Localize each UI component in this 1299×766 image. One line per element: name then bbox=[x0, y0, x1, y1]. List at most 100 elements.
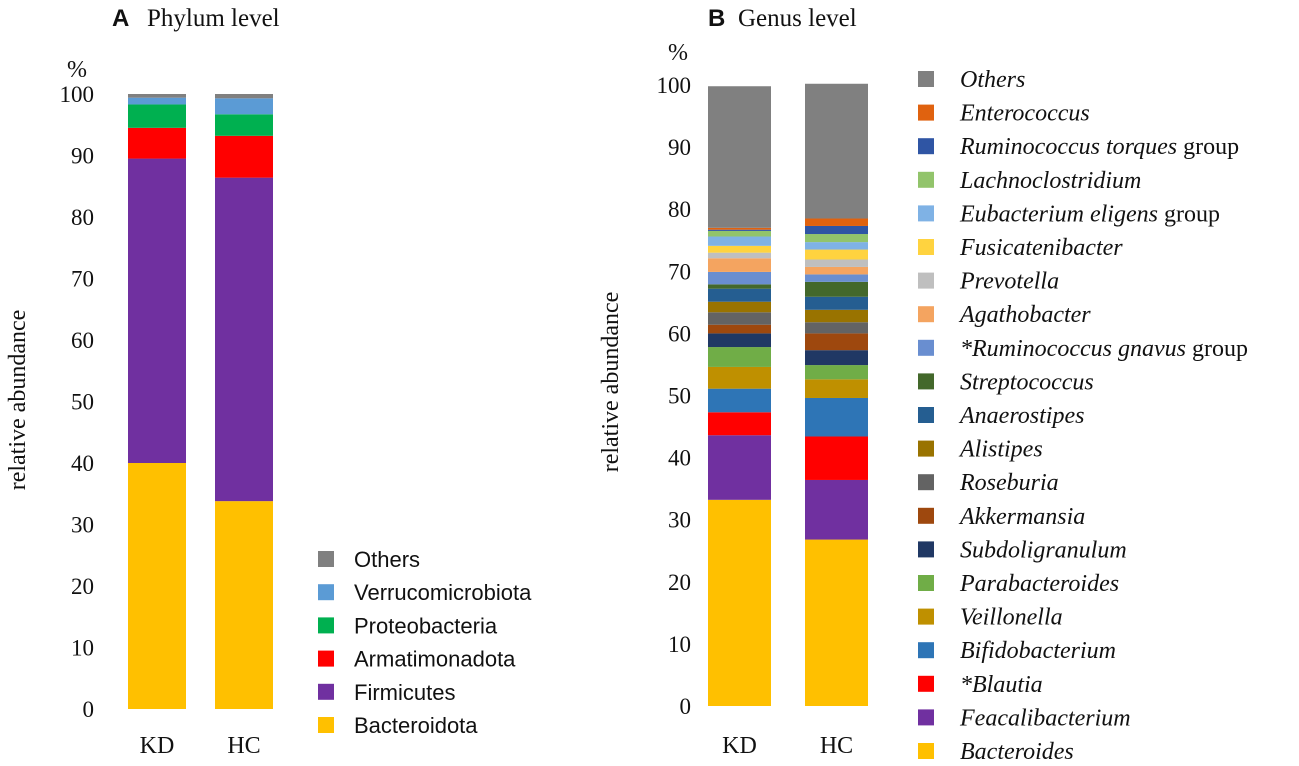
legend-item-roseburia: Roseburia bbox=[918, 470, 1059, 496]
bar-segment-hc-feacalibacterium bbox=[805, 479, 868, 540]
legend-item-verrucomicrobiota: Verrucomicrobiota bbox=[318, 580, 532, 605]
legend-name: Ruminococcus torques bbox=[959, 134, 1177, 160]
bar-segment-kd-bacteroidota bbox=[128, 463, 186, 709]
bar-segment-kd-subdoligranulum bbox=[708, 333, 771, 348]
legend-swatch-proteobacteria bbox=[318, 617, 334, 634]
legend-label-armatimonadota: Armatimonadota bbox=[354, 647, 516, 672]
y-tick-label: 40 bbox=[71, 451, 94, 476]
legend-label-roseburia: Roseburia bbox=[959, 470, 1059, 496]
legend-swatch-eubacterium-eligens bbox=[918, 205, 934, 222]
y-tick-label: 20 bbox=[668, 570, 691, 595]
legend-name: Bacteroidota bbox=[354, 713, 478, 738]
legend-label-blautia: *Blautia bbox=[960, 672, 1043, 698]
legend-label-streptococcus: Streptococcus bbox=[960, 369, 1094, 395]
legend-item-ruminococcus-gnavus: *Ruminococcus gnavus group bbox=[918, 336, 1248, 362]
legend-swatch-subdoligranulum bbox=[918, 541, 934, 558]
bar-segment-hc-agathobacter bbox=[805, 266, 868, 275]
legend-name: *Blautia bbox=[960, 672, 1043, 698]
legend-label-lachnoclostridium: Lachnoclostridium bbox=[959, 168, 1141, 194]
legend-item-anaerostipes: Anaerostipes bbox=[918, 403, 1084, 429]
legend-label-parabacteroides: Parabacteroides bbox=[959, 571, 1119, 597]
legend-name: Alistipes bbox=[958, 437, 1043, 463]
bar-segment-hc-roseburia bbox=[805, 322, 868, 334]
legend-label-ruminococcus-gnavus: *Ruminococcus gnavus group bbox=[960, 336, 1248, 362]
panel-b-letter: B bbox=[708, 5, 725, 32]
bar-segment-hc-prevotella bbox=[805, 259, 868, 267]
legend-name: Others bbox=[354, 547, 420, 572]
legend-swatch-veillonella bbox=[918, 608, 934, 625]
legend-item-akkermansia: Akkermansia bbox=[918, 504, 1085, 530]
y-tick-label: 10 bbox=[71, 636, 94, 661]
legend-item-blautia: *Blautia bbox=[918, 672, 1043, 698]
bar-segment-kd-alistipes bbox=[708, 301, 771, 313]
panel-b-x-ticks: KD HC bbox=[722, 733, 853, 759]
legend-label-veillonella: Veillonella bbox=[960, 605, 1063, 631]
bar-segment-hc-proteobacteria bbox=[215, 114, 273, 136]
bar-segment-kd-proteobacteria bbox=[128, 104, 186, 128]
legend-swatch-ruminococcus-gnavus bbox=[918, 339, 934, 356]
legend-item-others: Others bbox=[918, 67, 1025, 93]
bar-segment-kd-eubacterium-eligens bbox=[708, 236, 771, 246]
legend-name: Subdoligranulum bbox=[960, 537, 1127, 563]
bar-segment-hc-fusicatenibacter bbox=[805, 249, 868, 260]
legend-item-alistipes: Alistipes bbox=[918, 437, 1043, 463]
legend-swatch-others bbox=[918, 71, 934, 87]
legend-name: Parabacteroides bbox=[959, 571, 1119, 597]
legend-name: Feacalibacterium bbox=[959, 705, 1131, 731]
legend-suffix: group bbox=[1158, 201, 1220, 227]
y-tick-label: 80 bbox=[71, 205, 94, 230]
bar-segment-hc-blautia bbox=[805, 436, 868, 480]
bar-segment-kd-others bbox=[128, 94, 186, 98]
legend-label-akkermansia: Akkermansia bbox=[958, 504, 1085, 530]
bar-segment-kd-prevotella bbox=[708, 252, 771, 259]
legend-name: Eubacterium eligens bbox=[959, 201, 1158, 227]
legend-item-armatimonadota: Armatimonadota bbox=[318, 647, 516, 672]
bar-segment-hc-armatimonadota bbox=[215, 135, 273, 178]
x-tick-label-hc: HC bbox=[820, 733, 853, 759]
legend-item-prevotella: Prevotella bbox=[918, 269, 1059, 295]
panel-b: B Genus level % relative abundance 0 10 20… bbox=[598, 5, 1248, 765]
legend-swatch-lachnoclostridium bbox=[918, 171, 934, 188]
panel-a-bars bbox=[128, 94, 273, 709]
legend-name: Akkermansia bbox=[958, 504, 1085, 530]
legend-label-others: Others bbox=[354, 547, 420, 572]
bar-segment-kd-bifidobacterium bbox=[708, 388, 771, 413]
bar-segment-kd-agathobacter bbox=[708, 258, 771, 272]
y-tick-label: 90 bbox=[668, 135, 691, 160]
legend-label-eubacterium-eligens: Eubacterium eligens group bbox=[959, 201, 1220, 227]
legend-item-bacteroidota: Bacteroidota bbox=[318, 713, 478, 738]
legend-swatch-bifidobacterium bbox=[918, 642, 934, 659]
panel-a-title: Phylum level bbox=[147, 5, 280, 32]
bar-segment-kd-ruminococcus-torques bbox=[708, 229, 771, 231]
legend-name: *Ruminococcus gnavus bbox=[960, 336, 1186, 362]
bar-segment-hc-lachnoclostridium bbox=[805, 234, 868, 243]
y-tick-label: 100 bbox=[657, 73, 692, 98]
bar-segment-hc-ruminococcus-torques bbox=[805, 225, 868, 235]
legend-item-subdoligranulum: Subdoligranulum bbox=[918, 537, 1127, 563]
legend-swatch-firmicutes bbox=[318, 683, 334, 700]
y-tick-label: 90 bbox=[71, 144, 94, 169]
legend-label-enterococcus: Enterococcus bbox=[959, 101, 1090, 127]
x-tick-label-kd: KD bbox=[722, 733, 757, 759]
bar-segment-hc-firmicutes bbox=[215, 177, 273, 502]
bar-segment-hc-bacteroides bbox=[805, 539, 868, 706]
legend-item-agathobacter: Agathobacter bbox=[918, 302, 1091, 328]
legend-label-firmicutes: Firmicutes bbox=[354, 680, 455, 705]
y-tick-label: 50 bbox=[668, 384, 691, 409]
legend-label-prevotella: Prevotella bbox=[959, 269, 1059, 295]
bar-segment-hc-verrucomicrobiota bbox=[215, 98, 273, 115]
panel-a-unit: % bbox=[67, 57, 87, 83]
legend-swatch-blautia bbox=[918, 675, 934, 692]
legend-swatch-parabacteroides bbox=[918, 575, 934, 591]
bar-segment-hc-bifidobacterium bbox=[805, 397, 868, 437]
legend-swatch-ruminococcus-torques bbox=[918, 138, 934, 155]
legend-name: Verrucomicrobiota bbox=[354, 580, 532, 605]
bar-segment-kd-enterococcus bbox=[708, 227, 771, 230]
bar-segment-kd-bacteroides bbox=[708, 499, 771, 706]
bar-segment-hc-others bbox=[805, 83, 868, 219]
y-tick-label: 70 bbox=[668, 259, 691, 284]
bar-segment-hc-alistipes bbox=[805, 309, 868, 323]
bar-segment-hc-parabacteroides bbox=[805, 365, 868, 380]
legend-swatch-akkermansia bbox=[918, 507, 934, 524]
bar-stack-kd bbox=[708, 86, 771, 706]
